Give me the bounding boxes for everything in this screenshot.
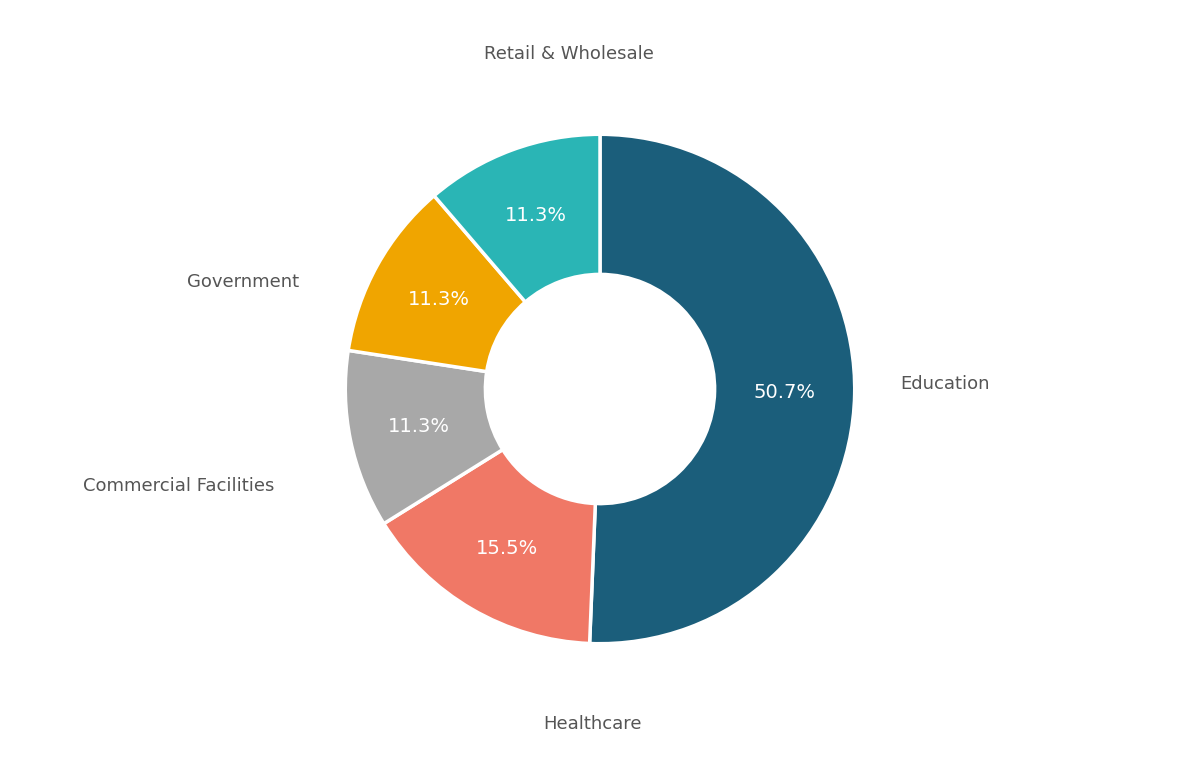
- Text: Healthcare: Healthcare: [544, 715, 642, 733]
- Text: Commercial Facilities: Commercial Facilities: [83, 477, 274, 495]
- Text: Education: Education: [900, 375, 990, 393]
- Text: 11.3%: 11.3%: [408, 290, 469, 309]
- Text: Government: Government: [187, 273, 300, 291]
- Wedge shape: [589, 135, 854, 643]
- Text: 50.7%: 50.7%: [754, 384, 816, 402]
- Text: 11.3%: 11.3%: [388, 417, 450, 436]
- Wedge shape: [346, 350, 503, 524]
- Text: 15.5%: 15.5%: [476, 539, 539, 558]
- Wedge shape: [348, 196, 526, 372]
- Wedge shape: [434, 135, 600, 302]
- Text: Retail & Wholesale: Retail & Wholesale: [485, 45, 654, 63]
- Text: 11.3%: 11.3%: [505, 206, 566, 226]
- Wedge shape: [384, 450, 595, 643]
